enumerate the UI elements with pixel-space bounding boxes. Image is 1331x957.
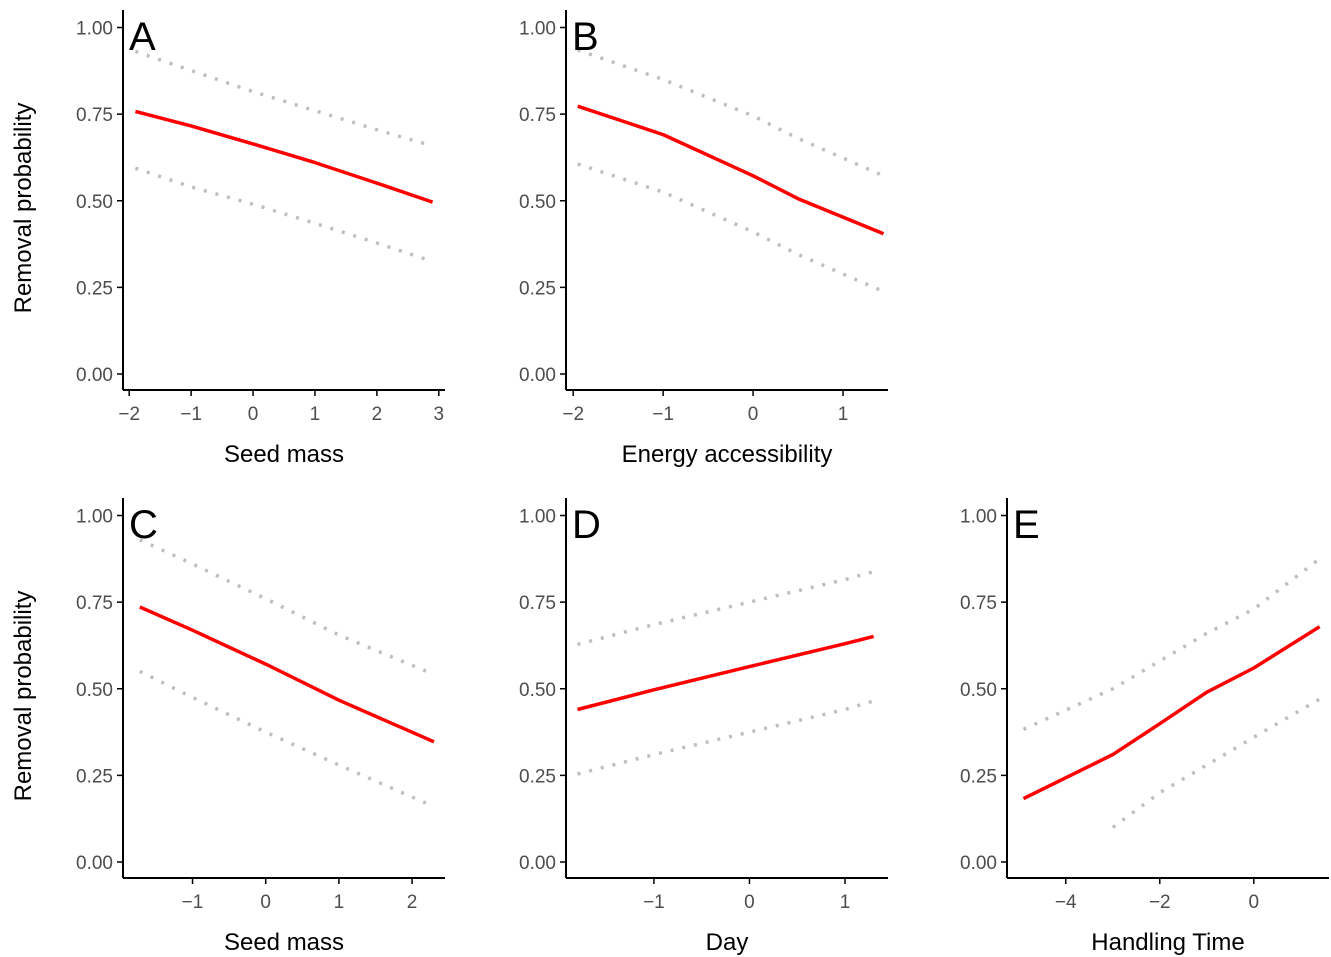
y-tick-label: 0.00	[76, 853, 113, 874]
y-tick-label: 1.00	[76, 507, 113, 528]
ci-lower-line	[1111, 697, 1321, 829]
panel-tag: B	[572, 15, 599, 59]
panel-d: 0.00 0.25 0.50 0.75 1.00 −1 0 1 Day D	[519, 498, 888, 956]
x-tick-label: 0	[248, 404, 259, 425]
y-tick-label: 1.00	[519, 507, 556, 528]
x-tick-label: 0	[260, 892, 271, 913]
ci-lower-line	[577, 699, 875, 776]
y-tick-label: 0.75	[960, 593, 997, 614]
x-tick-label: −1	[180, 404, 202, 425]
x-tick-label: −1	[652, 404, 674, 425]
y-tick-label: 0.00	[519, 365, 556, 386]
x-tick-label: 0	[748, 404, 759, 425]
ci-upper-line	[139, 538, 428, 674]
y-tick-label: 0.50	[519, 680, 556, 701]
y-tick-label: 1.00	[960, 507, 997, 528]
y-tick-label: 0.25	[519, 766, 556, 787]
y-tick-label: 0.50	[519, 192, 556, 213]
x-tick-label: −4	[1055, 892, 1077, 913]
y-tick-label: 0.50	[76, 680, 113, 701]
ci-lower-line	[577, 162, 885, 294]
ci-upper-line	[1022, 557, 1321, 731]
x-tick-label: 1	[334, 892, 345, 913]
fit-line	[134, 109, 434, 204]
y-tick-label: 0.00	[519, 853, 556, 874]
panel-c: 0.00 0.25 0.50 0.75 1.00 −1 0 1 2 Seed mass Remova…	[10, 498, 445, 956]
y-tick-label: 1.00	[76, 19, 113, 40]
y-tick-label: 0.75	[519, 105, 556, 126]
x-tick-label: −1	[643, 892, 665, 913]
x-tick-label: −2	[118, 404, 140, 425]
y-axis-title: Removal probability	[10, 103, 37, 314]
ci-upper-line	[577, 569, 875, 647]
x-tick-label: −2	[562, 404, 584, 425]
fit-line	[139, 605, 435, 744]
x-tick-label: 1	[840, 892, 851, 913]
y-tick-label: 0.75	[76, 593, 113, 614]
y-tick-label: 1.00	[519, 19, 556, 40]
x-tick-label: 0	[744, 892, 755, 913]
fit-line	[577, 634, 875, 712]
y-tick-label: 0.75	[76, 105, 113, 126]
y-tick-label: 0.00	[76, 365, 113, 386]
y-axis-title: Removal probability	[10, 591, 37, 802]
ci-upper-line	[134, 49, 434, 148]
fit-line	[577, 104, 885, 236]
x-axis-title: Day	[706, 929, 749, 956]
ci-upper-line	[577, 48, 885, 178]
fit-line	[1022, 625, 1321, 801]
x-axis-title: Seed mass	[224, 441, 344, 468]
ci-lower-line	[134, 166, 434, 264]
x-axis-title: Energy accessibility	[622, 441, 833, 468]
x-tick-label: 1	[838, 404, 849, 425]
x-tick-label: 1	[310, 404, 321, 425]
y-tick-label: 0.00	[960, 853, 997, 874]
x-tick-label: −2	[1149, 892, 1171, 913]
x-tick-label: 2	[372, 404, 383, 425]
ci-lower-line	[139, 669, 435, 809]
y-tick-label: 0.25	[76, 278, 113, 299]
panel-tag: A	[129, 15, 156, 59]
x-axis-title: Seed mass	[224, 929, 344, 956]
panel-a: 0.00 0.25 0.50 0.75 1.00 −2 −1 0 1 2 3 Seed mass Rem…	[10, 10, 445, 468]
y-tick-label: 0.25	[76, 766, 113, 787]
y-tick-label: 0.25	[519, 278, 556, 299]
x-tick-label: 0	[1248, 892, 1259, 913]
panel-tag: E	[1013, 503, 1040, 547]
y-tick-label: 0.50	[960, 680, 997, 701]
x-tick-label: −1	[182, 892, 204, 913]
x-tick-label: 2	[407, 892, 418, 913]
x-axis-title: Handling Time	[1091, 929, 1244, 956]
panel-tag: C	[129, 503, 158, 547]
y-tick-label: 0.25	[960, 766, 997, 787]
y-tick-label: 0.50	[76, 192, 113, 213]
y-tick-label: 0.75	[519, 593, 556, 614]
x-tick-label: 3	[434, 404, 445, 425]
panel-tag: D	[572, 503, 601, 547]
